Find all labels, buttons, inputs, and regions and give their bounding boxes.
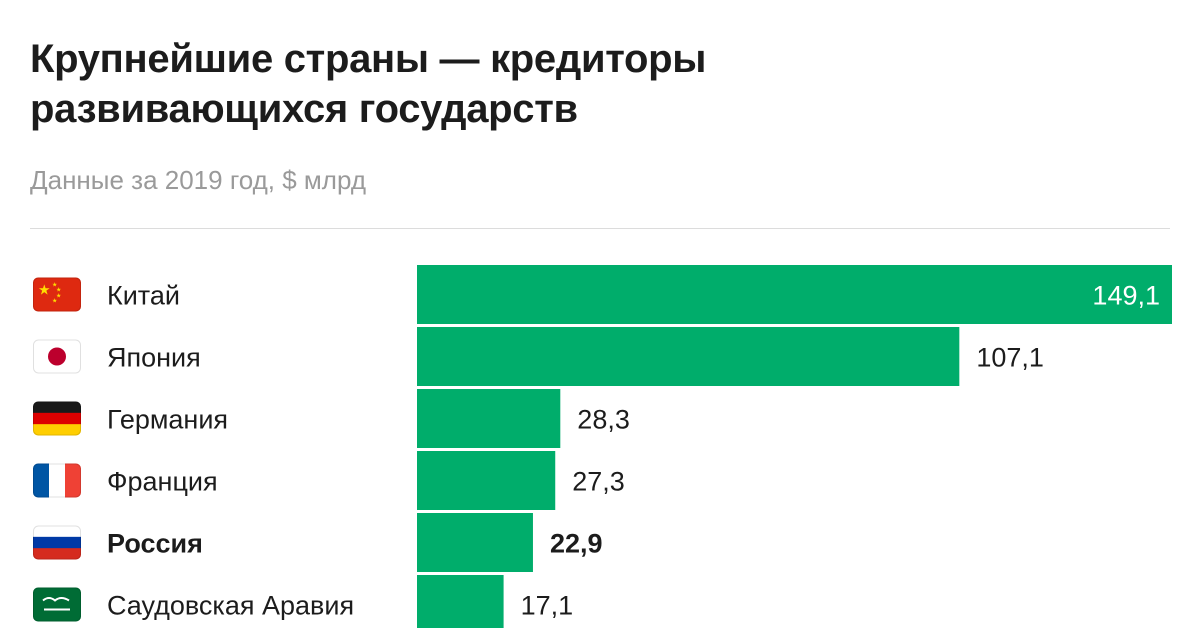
title-line-1: Крупнейшие страны — кредиторы — [30, 37, 707, 81]
china-flag-icon: ★ ★★★★ — [33, 277, 81, 312]
saudi-arabia-flag-icon — [33, 587, 81, 622]
svg-text:★: ★ — [38, 282, 51, 298]
value-label: 27,3 — [572, 467, 625, 497]
bar-row: Германия 28,3 — [33, 389, 630, 448]
japan-flag-icon — [33, 339, 81, 374]
bar-row: Франция 27,3 — [33, 451, 625, 510]
bar-row: Саудовская Аравия 17,1 — [33, 575, 573, 628]
svg-text:★: ★ — [56, 287, 61, 294]
chart-subtitle: Данные за 2019 год, $ млрд — [30, 165, 367, 195]
russia-flag-icon — [33, 525, 81, 560]
category-label: Китай — [107, 281, 180, 311]
svg-text:★: ★ — [52, 282, 57, 289]
value-label: 28,3 — [577, 405, 630, 435]
category-label: Япония — [107, 343, 201, 373]
value-label: 149,1 — [1092, 281, 1160, 311]
bar — [417, 575, 504, 628]
bar-row: Россия 22,9 — [33, 513, 603, 572]
svg-text:★: ★ — [56, 293, 61, 300]
bar-row: ★ ★★★★ Китай 149,1 — [33, 265, 1172, 324]
title-line-2: развивающихся государств — [30, 87, 578, 131]
bar — [417, 513, 533, 572]
value-label: 22,9 — [550, 529, 603, 559]
divider — [30, 228, 1170, 229]
bar — [417, 451, 556, 510]
value-label: 17,1 — [521, 591, 574, 621]
germany-flag-icon — [33, 401, 81, 436]
bar — [417, 265, 1172, 324]
bar-row: Япония 107,1 — [33, 327, 1044, 386]
france-flag-icon — [33, 463, 81, 498]
svg-text:★: ★ — [52, 298, 57, 305]
category-label: Россия — [107, 529, 203, 559]
value-label: 107,1 — [976, 343, 1044, 373]
category-label: Германия — [107, 405, 228, 435]
category-label: Саудовская Аравия — [107, 591, 354, 621]
category-label: Франция — [107, 467, 218, 497]
bar — [417, 389, 561, 448]
chart-title: Крупнейшие страны — кредиторы развивающи… — [30, 34, 1130, 134]
bar — [417, 327, 960, 386]
